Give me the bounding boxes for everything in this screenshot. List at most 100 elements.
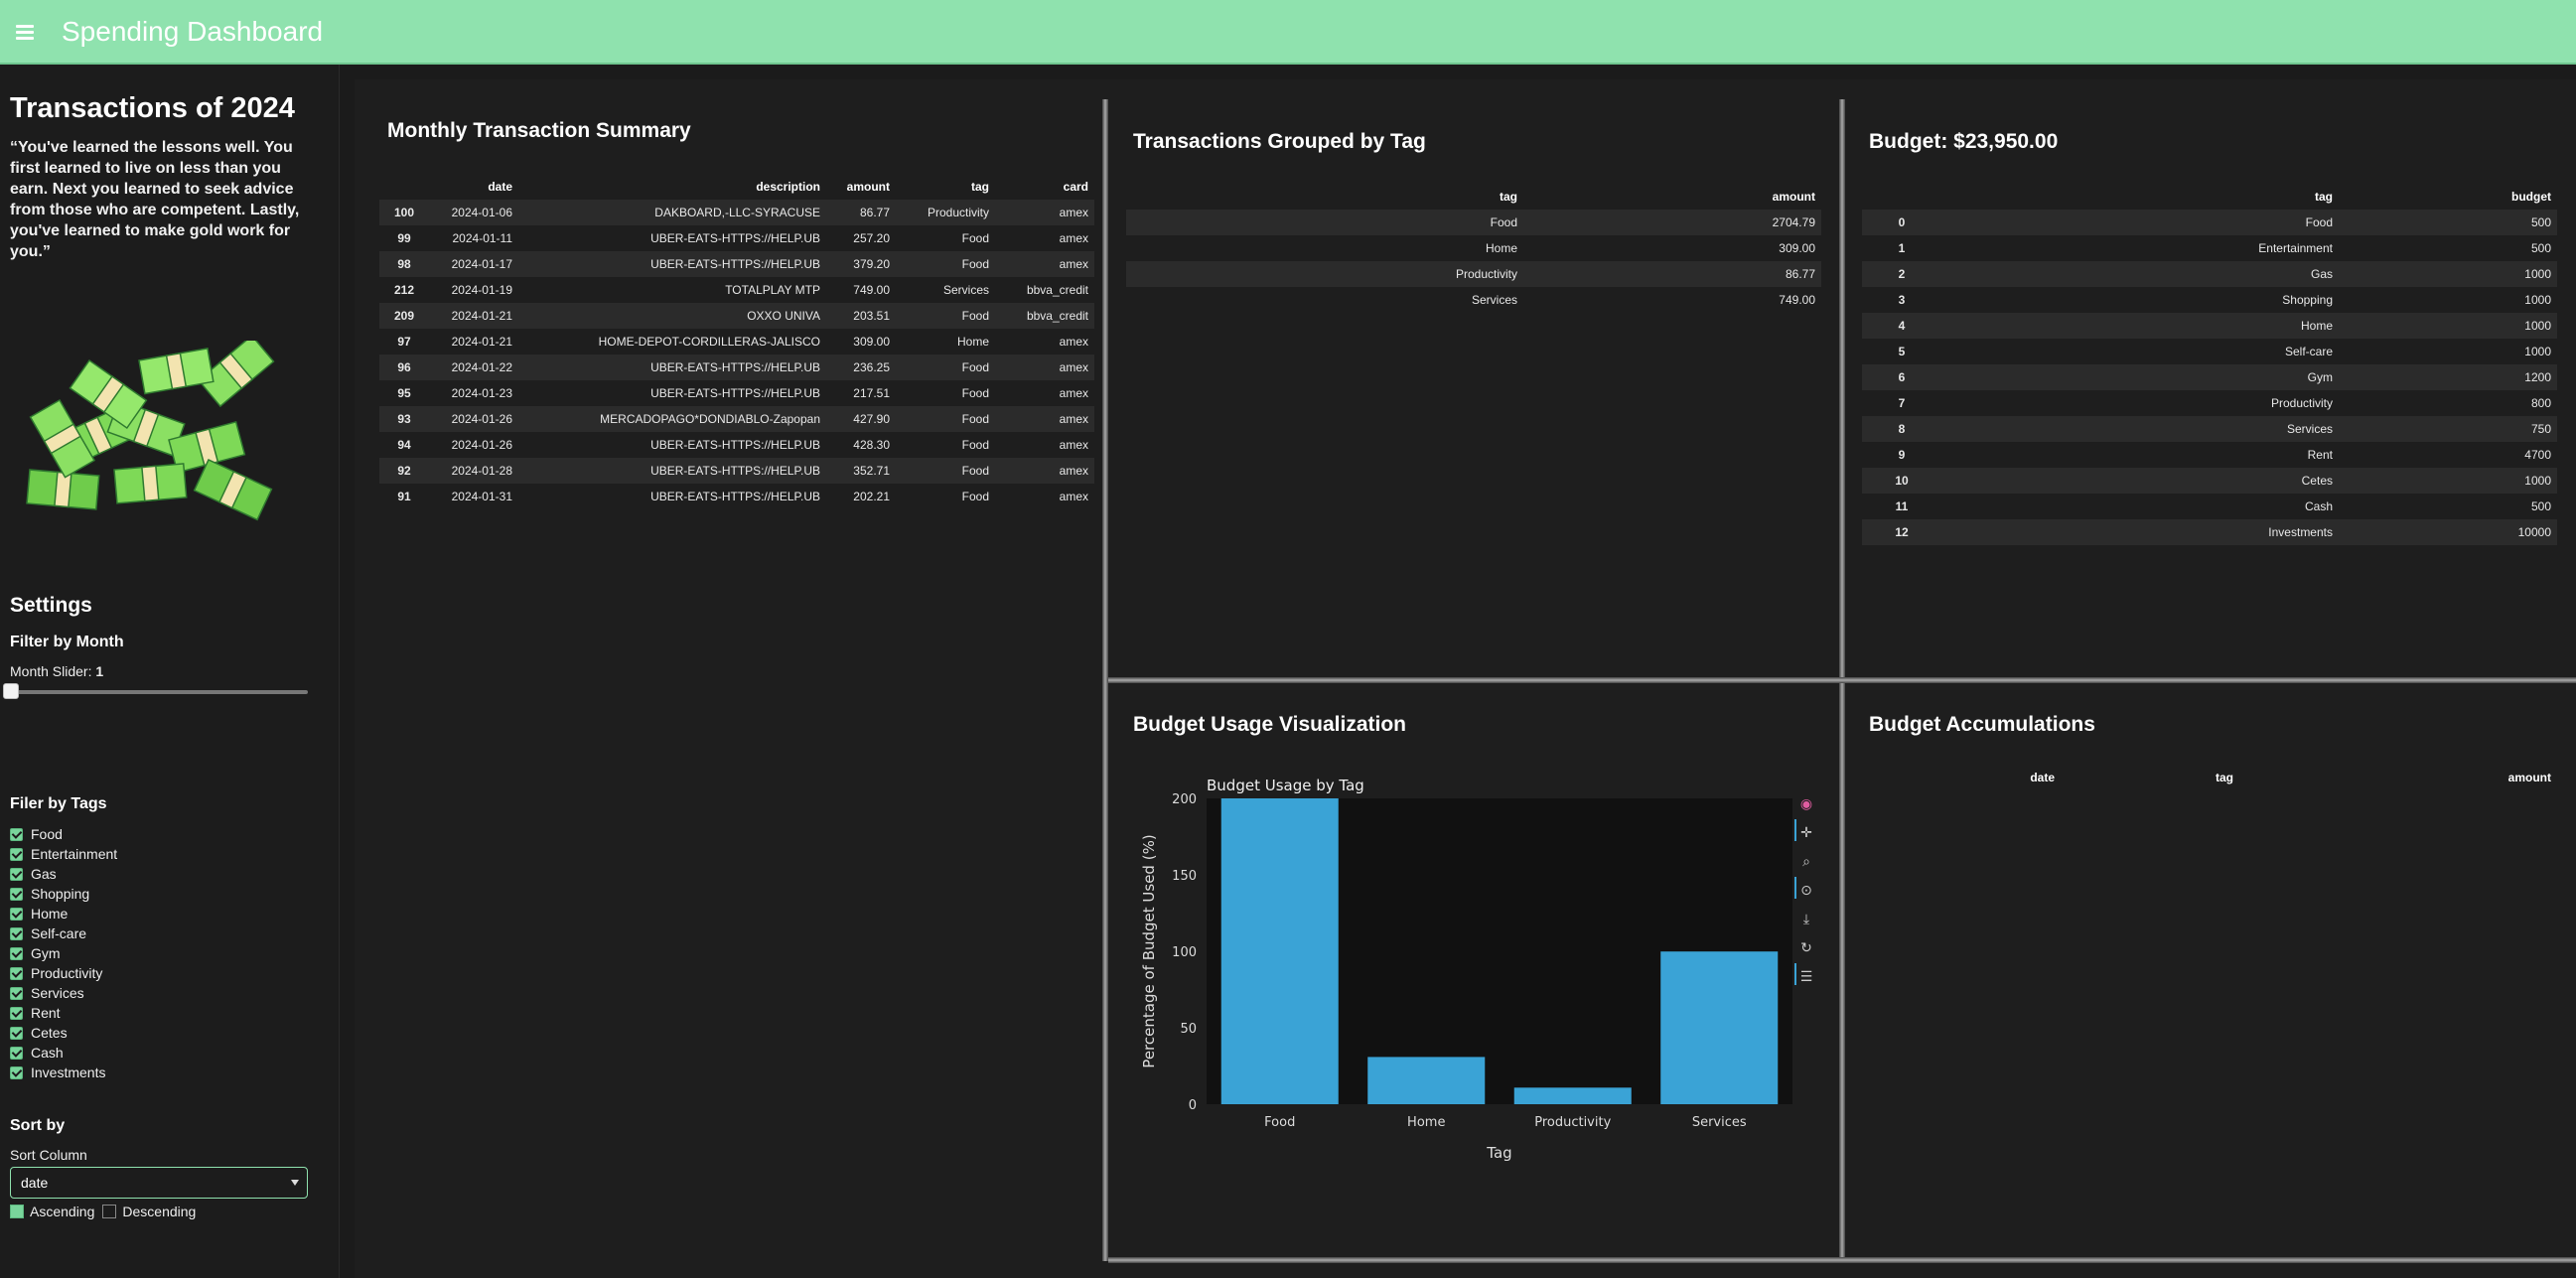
- table-row[interactable]: 2 Gas 1000: [1862, 261, 2557, 287]
- checkbox-checked-icon[interactable]: [10, 1006, 23, 1020]
- table-row[interactable]: 9 Rent 4700: [1862, 442, 2557, 468]
- table-row[interactable]: 0 Food 500: [1862, 210, 2557, 235]
- column-header[interactable]: tag: [971, 180, 989, 194]
- tag-checkbox-cash[interactable]: Cash: [10, 1043, 117, 1063]
- zoom-icon[interactable]: ⌕: [1802, 854, 1810, 870]
- column-header[interactable]: amount: [1772, 190, 1815, 204]
- wheel-zoom-icon[interactable]: ⊙: [1800, 883, 1812, 899]
- checkbox-checked-icon[interactable]: [10, 827, 23, 841]
- checkbox-checked-icon[interactable]: [10, 926, 23, 940]
- column-header[interactable]: date: [2030, 771, 2055, 784]
- column-header[interactable]: amount: [2507, 771, 2551, 784]
- checkbox-checked-icon[interactable]: [10, 946, 23, 960]
- table-row[interactable]: 100 2024-01-06 DAKBOARD,-LLC-SYRACUSE 86.77…: [379, 200, 1094, 225]
- checkbox-checked-icon[interactable]: [10, 966, 23, 980]
- column-header[interactable]: [379, 174, 429, 200]
- table-row[interactable]: 8 Services 750: [1862, 416, 2557, 442]
- tag-checkbox-services[interactable]: Services: [10, 983, 117, 1003]
- panel-divider-middle[interactable]: [1108, 677, 2576, 683]
- table-row[interactable]: 11 Cash 500: [1862, 494, 2557, 519]
- sort-title: Sort by: [10, 1117, 66, 1134]
- column-header[interactable]: card: [1063, 180, 1088, 194]
- checkbox-checked-icon[interactable]: [10, 1046, 23, 1060]
- tag-checkbox-home[interactable]: Home: [10, 904, 117, 923]
- hamburger-menu-icon[interactable]: [14, 22, 42, 42]
- table-row[interactable]: 6 Gym 1200: [1862, 364, 2557, 390]
- column-header[interactable]: tag: [2216, 771, 2233, 784]
- table-row[interactable]: 3 Shopping 1000: [1862, 287, 2557, 313]
- tag-checkbox-gym[interactable]: Gym: [10, 943, 117, 963]
- table-cell: 94: [397, 438, 411, 452]
- table-cell: Food: [896, 303, 995, 329]
- month-slider-track[interactable]: [10, 690, 308, 694]
- table-row[interactable]: Food 2704.79: [1126, 210, 1821, 235]
- table-row[interactable]: 1 Entertainment 500: [1862, 235, 2557, 261]
- budget-title: Budget: $23,950.00: [1869, 130, 2059, 153]
- table-row[interactable]: 95 2024-01-23 UBER-EATS-HTTPS://HELP.UB 217…: [379, 380, 1094, 406]
- table-row[interactable]: Home 309.00: [1126, 235, 1821, 261]
- table-row[interactable]: 99 2024-01-11 UBER-EATS-HTTPS://HELP.UB 257…: [379, 225, 1094, 251]
- descending-checkbox[interactable]: [102, 1205, 117, 1218]
- table-cell: 352.71: [826, 458, 896, 484]
- tag-checkbox-cetes[interactable]: Cetes: [10, 1023, 117, 1043]
- tag-checkbox-rent[interactable]: Rent: [10, 1003, 117, 1023]
- tag-checkbox-self-care[interactable]: Self-care: [10, 923, 117, 943]
- table-row[interactable]: 96 2024-01-22 UBER-EATS-HTTPS://HELP.UB 236…: [379, 355, 1094, 380]
- tag-checkbox-investments[interactable]: Investments: [10, 1063, 117, 1082]
- y-tick-label: 150: [1172, 869, 1197, 884]
- checkbox-checked-icon[interactable]: [10, 907, 23, 921]
- table-row[interactable]: 4 Home 1000: [1862, 313, 2557, 339]
- checkbox-checked-icon[interactable]: [10, 1065, 23, 1079]
- checkbox-checked-icon[interactable]: [10, 847, 23, 861]
- checkbox-checked-icon[interactable]: [10, 986, 23, 1000]
- table-row[interactable]: 91 2024-01-31 UBER-EATS-HTTPS://HELP.UB 202…: [379, 484, 1094, 509]
- tag-checkbox-entertainment[interactable]: Entertainment: [10, 844, 117, 864]
- checkbox-checked-icon[interactable]: [10, 887, 23, 901]
- table-row[interactable]: 209 2024-01-21 OXXO UNIVA 203.51 Food bbva_cr…: [379, 303, 1094, 329]
- table-row[interactable]: 7 Productivity 800: [1862, 390, 2557, 416]
- column-header[interactable]: [1862, 184, 1941, 210]
- table-cell: 1: [1898, 241, 1906, 255]
- column-header[interactable]: description: [756, 180, 820, 194]
- table-header-row: date tag amount: [1862, 765, 2557, 790]
- table-row[interactable]: Services 749.00: [1126, 287, 1821, 313]
- table-cell: 236.25: [826, 355, 896, 380]
- tag-checkbox-food[interactable]: Food: [10, 824, 117, 844]
- checkbox-checked-icon[interactable]: [10, 1026, 23, 1040]
- table-row[interactable]: 10 Cetes 1000: [1862, 468, 2557, 494]
- save-icon[interactable]: ⤓: [1803, 912, 1809, 927]
- tag-checkbox-shopping[interactable]: Shopping: [10, 884, 117, 904]
- table-cell: HOME-DEPOT-CORDILLERAS-JALISCO: [598, 335, 820, 349]
- ascending-checkbox[interactable]: [10, 1205, 24, 1218]
- pan-icon[interactable]: ✛: [1800, 825, 1812, 841]
- month-slider-thumb[interactable]: [3, 683, 19, 699]
- table-row[interactable]: 212 2024-01-19 TOTALPLAY MTP 749.00 Services…: [379, 277, 1094, 303]
- table-cell: 97: [397, 335, 411, 349]
- column-header[interactable]: date: [488, 180, 512, 194]
- column-header[interactable]: budget: [2511, 190, 2551, 204]
- table-row[interactable]: 94 2024-01-26 UBER-EATS-HTTPS://HELP.UB 428…: [379, 432, 1094, 458]
- column-header[interactable]: tag: [1500, 190, 1517, 204]
- table-cell: amex: [995, 251, 1094, 277]
- table-row[interactable]: 5 Self-care 1000: [1862, 339, 2557, 364]
- panel-divider-bottom[interactable]: [1108, 1257, 2576, 1263]
- logo-icon[interactable]: ◉: [1800, 796, 1812, 812]
- filter-month-title: Filter by Month: [10, 634, 124, 650]
- tag-checkbox-productivity[interactable]: Productivity: [10, 963, 117, 983]
- table-row[interactable]: 97 2024-01-21 HOME-DEPOT-CORDILLERAS-JALIS…: [379, 329, 1094, 355]
- tag-checkbox-gas[interactable]: Gas: [10, 864, 117, 884]
- column-header[interactable]: amount: [846, 180, 890, 194]
- reset-icon[interactable]: ↻: [1800, 940, 1812, 956]
- table-row[interactable]: 92 2024-01-28 UBER-EATS-HTTPS://HELP.UB 352…: [379, 458, 1094, 484]
- hover-icon[interactable]: ☰: [1800, 969, 1813, 985]
- checkbox-checked-icon[interactable]: [10, 867, 23, 881]
- table-row[interactable]: Productivity 86.77: [1126, 261, 1821, 287]
- table-cell: 3: [1898, 293, 1906, 307]
- table-row[interactable]: 93 2024-01-26 MERCADOPAGO*DONDIABLO-Zapopa…: [379, 406, 1094, 432]
- table-row[interactable]: 12 Investments 10000: [1862, 519, 2557, 545]
- sort-column-select[interactable]: date: [10, 1167, 308, 1199]
- table-cell: DAKBOARD,-LLC-SYRACUSE: [518, 200, 826, 225]
- column-header[interactable]: tag: [2315, 190, 2333, 204]
- panel-divider-left[interactable]: [1102, 99, 1108, 1261]
- table-row[interactable]: 98 2024-01-17 UBER-EATS-HTTPS://HELP.UB 379…: [379, 251, 1094, 277]
